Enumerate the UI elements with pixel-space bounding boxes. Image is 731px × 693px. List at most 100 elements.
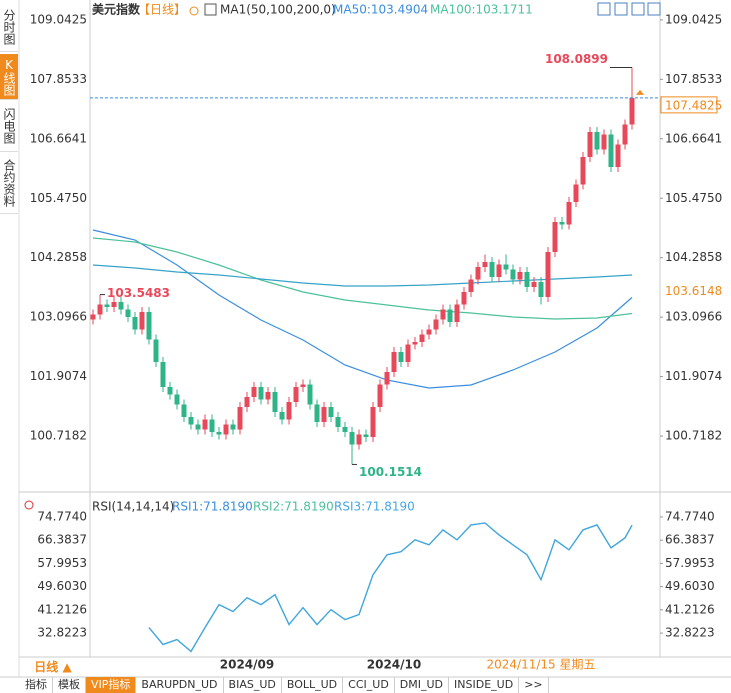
last-price-label: 107.4825: [665, 98, 722, 112]
period-button[interactable]: 日线 ▲: [34, 660, 72, 674]
candle-body: [342, 427, 348, 432]
side-tab[interactable]: K线图: [0, 54, 18, 100]
candle-body: [314, 404, 320, 422]
y-tick-label: 41.2126: [37, 602, 87, 616]
candle-body: [286, 402, 292, 420]
candle-body: [335, 417, 341, 427]
candle-body: [181, 404, 187, 417]
y-tick-label: 74.7740: [665, 509, 715, 523]
y-tick-label: 109.0425: [665, 12, 722, 26]
toolbar-icon[interactable]: [647, 2, 661, 16]
candle-body: [258, 387, 264, 400]
side-tab[interactable]: 闪电图: [0, 100, 18, 152]
candle-body: [496, 264, 502, 277]
candle-body: [377, 384, 383, 407]
candle-body: [545, 252, 551, 297]
candle-body: [300, 384, 306, 387]
legend-item: RSI2:71.8190: [253, 500, 334, 514]
candle-body: [125, 309, 131, 317]
y-tick-label: 105.4750: [665, 191, 722, 205]
toolbar-icon[interactable]: [631, 2, 645, 16]
candle-body: [475, 267, 481, 280]
bottom-tab[interactable]: BOLL_UD: [282, 677, 344, 693]
add-icon[interactable]: [189, 6, 199, 16]
y-tick-label: 104.2858: [665, 250, 722, 264]
y-tick-label: 100.7182: [665, 429, 722, 443]
y-tick-label: 41.2126: [665, 602, 715, 616]
chart-title: 美元指数: [92, 2, 141, 17]
candle-body: [174, 394, 180, 405]
candle-body: [244, 397, 250, 407]
candle-body: [503, 264, 509, 270]
candle-body: [405, 344, 411, 362]
candle-body: [447, 309, 453, 322]
candle-body: [559, 222, 565, 225]
bottom-tab[interactable]: 模板: [53, 677, 86, 693]
toolbar-icon[interactable]: [614, 2, 628, 16]
candle-body: [216, 432, 222, 435]
candle-body: [90, 314, 96, 320]
indicator-title: RSI(14,14,14): [92, 500, 174, 514]
legend-item: MA50:103.4904: [333, 3, 428, 17]
y-tick-label: 101.9074: [665, 369, 722, 383]
bottom-tab[interactable]: DMI_UD: [395, 677, 450, 693]
y-tick-label: 107.8533: [30, 72, 87, 86]
candle-body: [601, 134, 607, 150]
y-tick-label: 100.7182: [30, 429, 87, 443]
candle-body: [97, 304, 103, 315]
cursor-date: 2024/11/15 星期五: [487, 658, 596, 672]
candle-body: [433, 319, 439, 330]
candle-body: [104, 304, 110, 307]
period-label[interactable]: 【日线】: [138, 3, 186, 17]
line: [92, 237, 633, 320]
candle-body: [461, 292, 467, 305]
candle-body: [307, 384, 313, 405]
candle-body: [132, 317, 138, 330]
candle-body: [139, 312, 145, 330]
bottom-tab[interactable]: >>: [519, 677, 549, 693]
y-tick-label: 49.6030: [665, 579, 715, 593]
y-tick-label: 74.7740: [37, 509, 87, 523]
line: [148, 522, 633, 653]
indicator-icon[interactable]: [204, 3, 217, 16]
candle-body: [531, 282, 537, 287]
bottom-tab[interactable]: BIAS_UD: [224, 677, 282, 693]
candle-body: [629, 97, 635, 125]
candle-body: [517, 272, 523, 280]
indicator-label: MA1(50,100,200,0): [220, 3, 336, 17]
candle-body: [482, 262, 488, 267]
last-price-box: [660, 96, 718, 114]
y-tick-label: 106.6641: [665, 131, 722, 145]
toolbar: [597, 2, 661, 16]
candle-body: [615, 144, 621, 167]
x-tick-label: 2024/10: [367, 658, 421, 672]
candle-body: [146, 312, 152, 340]
candle-body: [118, 302, 124, 310]
bottom-tabs: 指标 模板 VIP指标 BARUPDN_UD BIAS_UD BOLL_UD CCI_UD D…: [20, 677, 549, 693]
candle-body: [419, 334, 425, 342]
line: [148, 522, 633, 653]
bottom-tab[interactable]: CCI_UD: [343, 677, 395, 693]
bottom-tab[interactable]: 指标: [20, 677, 53, 693]
candle-body: [202, 419, 208, 430]
candle-body: [230, 424, 236, 430]
candle-body: [566, 202, 572, 225]
bottom-tab[interactable]: INSIDE_UD: [449, 677, 520, 693]
bottom-tab[interactable]: BARUPDN_UD: [136, 677, 224, 693]
line: [92, 229, 633, 389]
candle-body: [608, 134, 614, 167]
side-tab[interactable]: 合约资料: [0, 152, 18, 214]
candle-body: [468, 279, 474, 292]
candle-body: [580, 157, 586, 185]
candle-body: [265, 392, 271, 400]
last-price-arrow: [636, 89, 644, 95]
y-tick-label: 101.9074: [30, 369, 87, 383]
bottom-tab[interactable]: VIP指标: [86, 677, 137, 693]
settings-icon[interactable]: [24, 500, 34, 510]
toolbar-icon[interactable]: [597, 2, 611, 16]
legend-item: RSI3:71.8190: [334, 500, 415, 514]
candle-body: [167, 387, 173, 395]
side-tab[interactable]: 分时图: [0, 2, 18, 52]
